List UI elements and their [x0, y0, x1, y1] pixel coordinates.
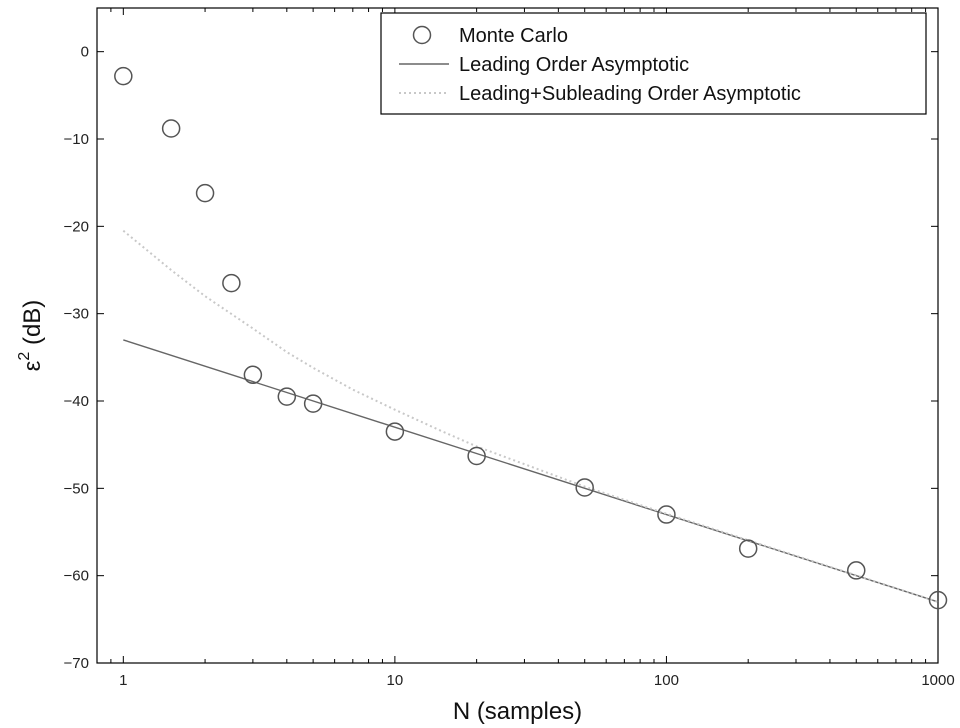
- monte-carlo-point: [195, 183, 215, 203]
- monte-carlo-point: [243, 365, 263, 385]
- y-axis-label-rest: (dB): [19, 300, 46, 352]
- legend-label: Leading+Subleading Order Asymptotic: [459, 83, 801, 105]
- monte-carlo-point: [847, 561, 866, 580]
- y-axis-label-sup: 2: [16, 352, 33, 361]
- y-axis-label-base: ε: [19, 360, 46, 371]
- leading-subleading-line: [122, 229, 939, 603]
- monte-carlo-point: [657, 505, 676, 524]
- legend-label: Monte Carlo: [459, 25, 568, 47]
- y-tick-label: −60: [64, 568, 89, 585]
- monte-carlo-point: [303, 394, 323, 413]
- legend: Monte Carlo Leading Order Asymptotic Leadi…: [380, 12, 927, 115]
- y-tick-label: −70: [64, 655, 89, 672]
- monte-carlo-point: [277, 387, 297, 406]
- plot-area: [96, 7, 939, 664]
- monte-carlo-point: [467, 446, 486, 466]
- legend-label: Leading Order Asymptotic: [459, 54, 689, 76]
- x-axis-label: N (samples): [453, 698, 582, 725]
- x-tick-label: 1000: [921, 672, 954, 689]
- y-tick-label: −40: [64, 393, 89, 410]
- monte-carlo-point: [161, 119, 181, 138]
- y-tick-label: −20: [64, 218, 89, 235]
- series-lines: [122, 229, 939, 603]
- axis-ticks: 0 −10 −20 −30 −40 −50 −60 −70 1 10 100 1000: [64, 8, 955, 689]
- monte-carlo-point: [114, 66, 133, 86]
- monte-carlo-point: [928, 590, 948, 610]
- y-axis-label: ε2 (dB): [16, 300, 46, 372]
- y-tick-label: 0: [81, 44, 89, 61]
- series-markers: [114, 66, 948, 610]
- monte-carlo-point: [385, 422, 405, 441]
- x-tick-label: 10: [387, 672, 404, 689]
- monte-carlo-point: [575, 478, 594, 497]
- monte-carlo-point: [222, 273, 241, 293]
- x-tick-label: 100: [654, 672, 679, 689]
- y-tick-label: −50: [64, 480, 89, 497]
- legend-marker-icon: [412, 25, 432, 45]
- y-tick-label: −10: [64, 131, 89, 148]
- y-tick-label: −30: [64, 306, 89, 323]
- monte-carlo-point: [738, 539, 758, 558]
- legend-box: [380, 12, 927, 115]
- x-tick-label: 1: [119, 672, 127, 689]
